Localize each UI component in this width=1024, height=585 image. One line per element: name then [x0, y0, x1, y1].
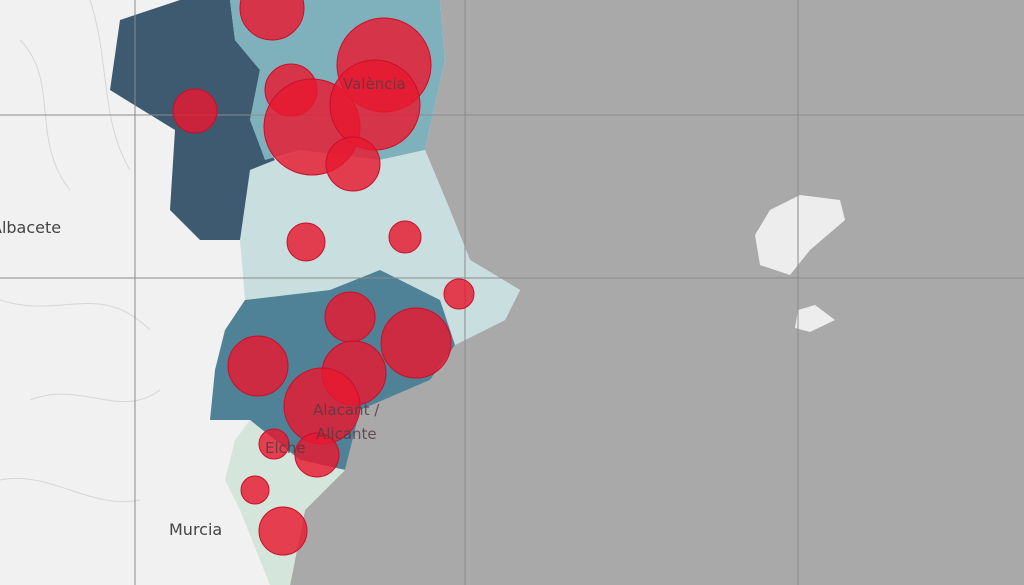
region-vega — [225, 420, 345, 585]
roads — [0, 0, 161, 502]
bubble — [258, 428, 290, 460]
bubble — [443, 278, 475, 310]
bubble — [388, 220, 422, 254]
bubbles — [172, 0, 475, 556]
bubble — [227, 335, 289, 397]
city-label: Alicante — [316, 425, 377, 443]
city-label: Murcia — [169, 520, 222, 539]
bubble — [380, 307, 452, 379]
bubble — [240, 475, 270, 505]
city-label: Elche — [265, 439, 306, 457]
island-formentera — [795, 305, 835, 332]
bubble — [294, 432, 340, 478]
bubble — [239, 0, 305, 41]
bubble — [172, 88, 218, 134]
city-label: Albacete — [0, 218, 61, 237]
bubble — [258, 506, 308, 556]
bubble — [325, 136, 381, 192]
bubble — [329, 59, 421, 151]
bubble — [286, 222, 326, 262]
city-label: Alacant / — [313, 401, 380, 419]
island-ibiza — [755, 195, 845, 275]
city-label: València — [343, 75, 406, 93]
bubble — [324, 291, 376, 343]
